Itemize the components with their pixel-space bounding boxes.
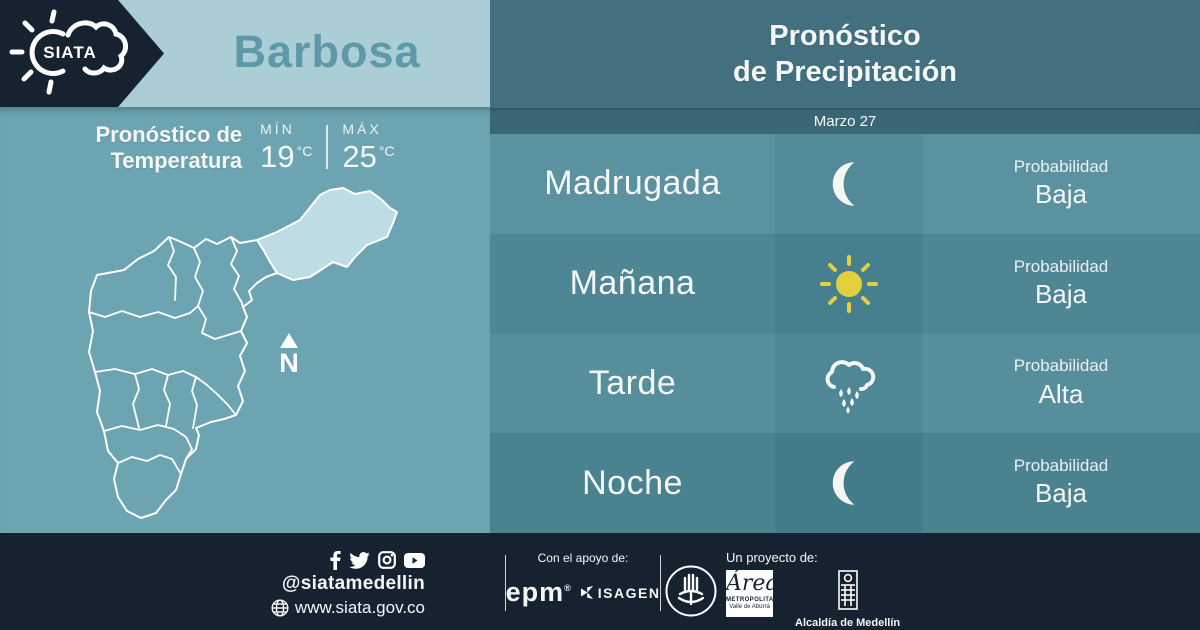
period-cell: Noche (490, 433, 775, 533)
social-icons (170, 550, 425, 570)
project-label: Un proyecto de: (726, 550, 818, 565)
project-logos: Área METROPOLITANA Valle de Aburrá Alcal (726, 570, 900, 629)
alcaldia-logo: Alcaldía de Medellín (795, 570, 900, 629)
probability-cell: Probabilidad Baja (922, 233, 1200, 334)
icon-cell (775, 134, 922, 234)
compass-label: N (279, 348, 299, 378)
period-cell: Mañana (490, 233, 775, 334)
temperature-min: MÍN 19 °C (260, 121, 313, 174)
temperature-title: Pronóstico de Temperatura (95, 122, 243, 173)
alcaldia-emblem-icon (837, 570, 858, 610)
rain-cloud-icon (825, 360, 875, 414)
isagen-pinwheel-icon (580, 586, 593, 599)
instagram-icon (378, 551, 396, 569)
support-logos: epm® ISAGEN (506, 579, 659, 606)
isagen-logo: ISAGEN (580, 585, 661, 601)
period-cell: Madrugada (490, 134, 775, 234)
precipitation-title: Pronóstico de Precipitación (732, 19, 957, 88)
siata-website: www.siata.gov.co (294, 598, 425, 617)
epm-logo: epm® (505, 577, 572, 607)
icon-cell (775, 333, 922, 434)
moon-icon (832, 461, 854, 505)
temperature-minmax: MÍN 19 °C MÁX 25 °C (260, 121, 394, 175)
probability-cell: Probabilidad Baja (922, 134, 1200, 234)
youtube-icon (404, 552, 425, 568)
sun-icon (819, 254, 878, 313)
temperature-forecast-header: Pronóstico de Temperatura MÍN 19 °C MÁX 2… (0, 121, 490, 175)
period-cell: Tarde (490, 333, 775, 434)
moon-icon (832, 162, 854, 206)
barbosa-municipality-shape (256, 187, 398, 281)
siata-handle: @siatamedellin (281, 573, 425, 594)
forecast-date: Marzo 27 (490, 108, 1200, 134)
minmax-divider (326, 125, 329, 169)
siata-website-row: www.siata.gov.co (170, 598, 425, 618)
precipitation-panel: Pronóstico de Precipitación Marzo 27 Mad… (490, 0, 1200, 533)
probability-cell: Probabilidad Baja (922, 433, 1200, 533)
footer: @siatamedellin www.siata.gov.co Con el a… (0, 533, 1200, 630)
siata-sun-cloud-logo: SIATA (9, 9, 129, 95)
support-label: Con el apoyo de: (537, 551, 629, 565)
footer-divider (660, 555, 661, 611)
globe-icon (271, 599, 289, 617)
facebook-icon (330, 550, 341, 570)
forecast-rows: Madrugada Probabilidad Baja Mañana (490, 134, 1200, 533)
aburra-valley-map (88, 187, 398, 519)
twitter-icon (349, 551, 370, 569)
icon-cell (775, 233, 922, 334)
support-block: Con el apoyo de: epm® ISAGEN (506, 551, 659, 606)
siata-logo-text: SIATA (43, 43, 96, 62)
north-compass: N (276, 333, 302, 377)
probability-cell: Probabilidad Alta (922, 333, 1200, 434)
siata-contact-block: @siatamedellin www.siata.gov.co (170, 550, 425, 618)
project-block: Un proyecto de: Área METROPOLITANA Valle… (726, 550, 900, 629)
temperature-max: MÁX 25 °C (342, 121, 395, 174)
temperature-map-panel: Pronóstico de Temperatura MÍN 19 °C MÁX 2… (0, 107, 490, 533)
location-title: Barbosa (233, 25, 421, 77)
medellin-emblem-icon (665, 565, 717, 617)
area-metropolitana-logo: Área METROPOLITANA Valle de Aburrá (726, 570, 783, 617)
icon-cell (775, 433, 922, 533)
precipitation-header: Pronóstico de Precipitación (490, 0, 1200, 108)
north-arrow-icon (280, 333, 298, 348)
footer-divider (505, 555, 506, 611)
